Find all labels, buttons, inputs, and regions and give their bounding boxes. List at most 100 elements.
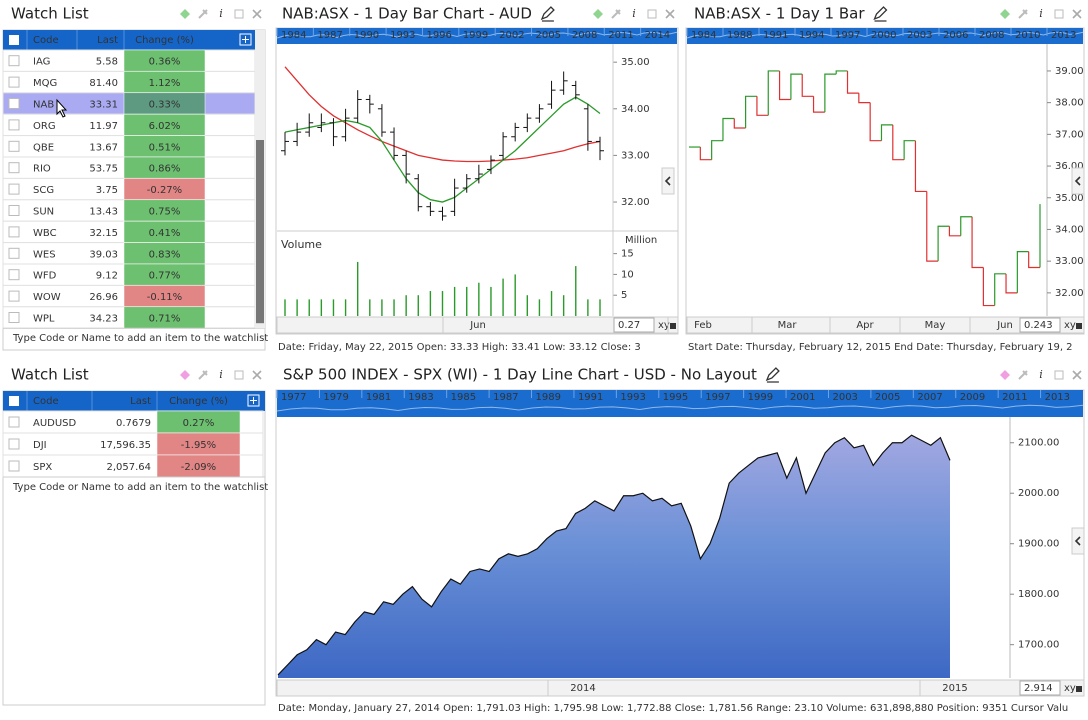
timeline-navigator[interactable] [687,28,1083,44]
row-checkbox[interactable] [8,55,20,67]
y-tick-label: 34.00 [621,104,650,115]
row-checkbox[interactable] [8,438,20,450]
lock-icon[interactable] [670,323,676,329]
row-checkbox[interactable] [8,247,20,259]
y-tick-label: 38.00 [1055,98,1084,109]
edit-icon[interactable] [540,6,555,22]
edit-icon[interactable] [873,6,888,22]
collapse-tab[interactable] [1071,167,1085,195]
timeline-navigator[interactable] [277,390,1083,417]
header-checkbox[interactable] [9,35,19,45]
icon-info[interactable]: i [219,7,223,20]
icon-close[interactable] [252,9,262,19]
icon-info[interactable]: i [1039,7,1043,20]
row-checkbox[interactable] [8,312,20,323]
timeline-label: 1995 [663,392,688,403]
timeline-label: 2005 [536,30,561,41]
icon-pin[interactable] [198,9,208,19]
row-checkbox[interactable] [8,416,20,428]
code-cell: WBC [33,228,57,239]
row-checkbox[interactable] [8,269,20,281]
icon-info[interactable]: i [219,368,223,381]
y-tick-label: 32.00 [1055,288,1084,299]
scrollbar-thumb[interactable] [256,140,264,324]
icon-diamond[interactable] [180,9,190,19]
code-cell: SCG [33,185,54,196]
step-segment [824,73,837,113]
icon-diamond[interactable] [1000,370,1010,380]
code-cell: RIO [33,164,51,175]
icon-maximize[interactable] [234,9,244,19]
row-checkbox[interactable] [8,162,20,174]
timeline-navigator[interactable] [277,28,677,44]
step-segment [1016,251,1029,293]
y-tick-label: 1900.00 [1018,539,1059,550]
code-cell: SPX [33,462,52,473]
icon-pin[interactable] [611,9,621,19]
zoom-mode-button[interactable]: xy [1064,320,1076,331]
icon-diamond[interactable] [180,370,190,380]
chart-border [685,27,1085,335]
collapse-tab[interactable] [661,167,675,195]
change-text: 0.33% [149,100,181,111]
timeline-label: 1991 [578,392,603,403]
timeline-label: 2003 [832,392,857,403]
icon-close[interactable] [252,370,262,380]
timeline-label: 1994 [799,30,824,41]
chart-title: NAB:ASX - 1 Day 1 Bar [694,5,865,23]
change-text: 0.86% [149,164,181,175]
row-checkbox[interactable] [8,460,20,472]
step-segment [1028,251,1040,269]
edit-icon[interactable] [765,367,780,383]
row-checkbox[interactable] [8,119,20,131]
y-tick-label: 2100.00 [1018,438,1059,449]
column-header: Code [33,35,59,46]
change-text: 0.41% [149,228,181,239]
icon-diamond[interactable] [1000,9,1010,19]
zoom-value: 2.914 [1024,683,1053,694]
icon-diamond[interactable] [593,9,603,19]
zoom-mode-button[interactable]: xy [658,320,670,331]
header-checkbox[interactable] [9,396,19,406]
row-checkbox[interactable] [8,183,20,195]
icon-maximize[interactable] [234,370,244,380]
zoom-mode-button[interactable]: xy [1064,683,1076,694]
icon-maximize[interactable] [1054,9,1064,19]
timeline-label: 2008 [979,30,1004,41]
icon-info[interactable]: i [632,7,636,20]
icon-pin[interactable] [1018,9,1028,19]
column-header: Code [33,396,59,407]
y-tick-label: 32.00 [621,197,650,208]
timeline-label: 2000 [871,30,896,41]
icon-pin[interactable] [1018,370,1028,380]
row-checkbox[interactable] [8,226,20,238]
y-tick-label: 1700.00 [1018,640,1059,651]
step-segment [745,95,757,129]
last-cell: 11.97 [89,121,118,132]
icon-maximize[interactable] [1054,370,1064,380]
last-cell: 13.67 [89,142,118,153]
lock-icon[interactable] [1076,686,1082,692]
collapse-tab[interactable] [1071,527,1085,555]
row-checkbox[interactable] [8,76,20,88]
icon-pin[interactable] [198,370,208,380]
row-checkbox[interactable] [8,290,20,302]
y-tick-label: 33.00 [621,150,650,161]
icon-close[interactable] [665,9,675,19]
icon-close[interactable] [1072,9,1082,19]
x-tick-label: Jun [996,320,1013,331]
lock-icon[interactable] [1076,323,1082,329]
row-checkbox[interactable] [8,205,20,216]
step-segment [926,191,939,262]
icon-maximize[interactable] [647,9,657,19]
icon-close[interactable] [1072,370,1082,380]
icon-info[interactable]: i [1039,368,1043,381]
timeline-label: 1981 [366,392,391,403]
timeline-label: 2003 [907,30,932,41]
add-column-button[interactable] [239,33,252,46]
add-column-button[interactable] [247,394,260,407]
row-checkbox[interactable] [8,140,20,152]
timeline-label: 2010 [1015,30,1040,41]
row-checkbox[interactable] [8,98,20,109]
change-text: 1.12% [149,78,181,89]
